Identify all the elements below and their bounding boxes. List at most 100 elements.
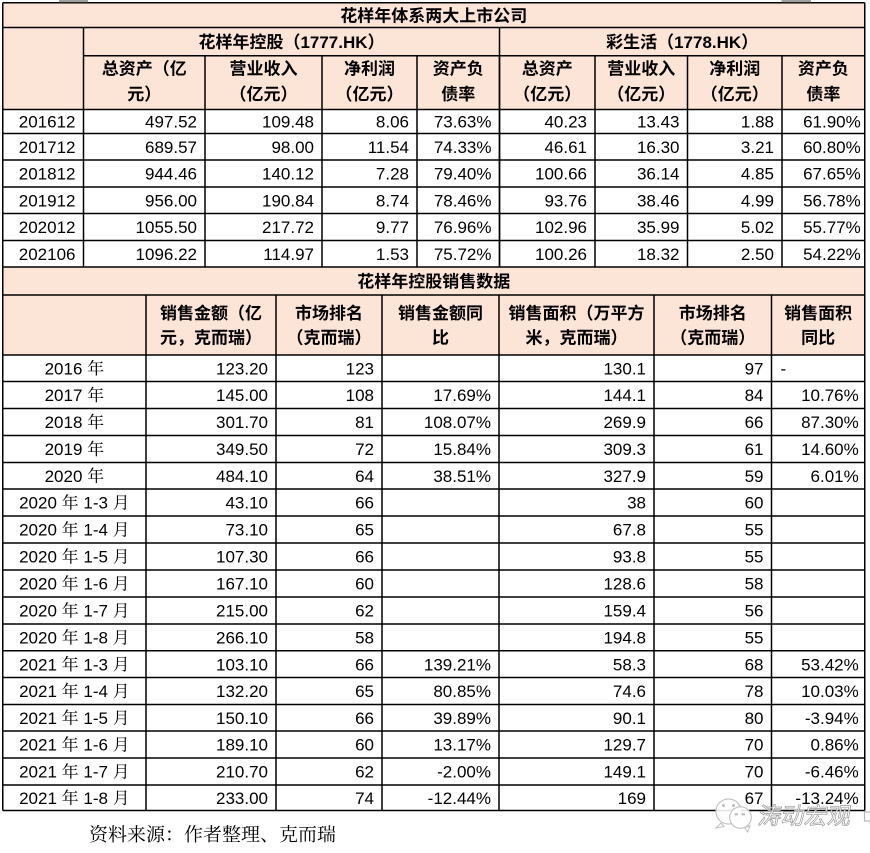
- svg-text:1-6: 1-6: [83, 736, 108, 755]
- svg-text:65: 65: [355, 682, 374, 701]
- svg-text:54.22%: 54.22%: [803, 245, 861, 264]
- svg-text:944.46: 944.46: [145, 165, 197, 184]
- svg-text:62: 62: [355, 763, 374, 782]
- svg-text:2020: 2020: [19, 521, 57, 540]
- svg-text:66: 66: [355, 494, 374, 513]
- svg-text:74.6: 74.6: [613, 682, 646, 701]
- svg-text:149.1: 149.1: [603, 763, 646, 782]
- svg-text:60: 60: [355, 736, 374, 755]
- svg-text:129.7: 129.7: [603, 736, 646, 755]
- svg-text:55: 55: [745, 629, 764, 648]
- svg-text:159.4: 159.4: [603, 602, 646, 621]
- svg-text:38.51%: 38.51%: [433, 467, 491, 486]
- svg-text:81: 81: [355, 413, 374, 432]
- svg-text:15.84%: 15.84%: [433, 440, 491, 459]
- svg-text:60: 60: [355, 575, 374, 594]
- svg-text:97: 97: [745, 359, 764, 378]
- svg-text:13.17%: 13.17%: [433, 736, 491, 755]
- svg-text:266.10: 266.10: [216, 629, 268, 648]
- svg-text:145.00: 145.00: [216, 386, 268, 405]
- svg-text:201812: 201812: [19, 165, 76, 184]
- svg-text:53.42%: 53.42%: [801, 655, 859, 674]
- svg-text:62: 62: [355, 602, 374, 621]
- svg-text:132.20: 132.20: [216, 682, 268, 701]
- svg-text:2018: 2018: [45, 413, 83, 432]
- svg-text:1-3: 1-3: [83, 655, 108, 674]
- svg-text:13.43: 13.43: [637, 113, 680, 132]
- svg-text:8.74: 8.74: [376, 191, 409, 210]
- svg-text:58.3: 58.3: [613, 655, 646, 674]
- svg-text:217.72: 217.72: [262, 218, 314, 237]
- svg-text:38.46: 38.46: [637, 191, 680, 210]
- svg-text:1-5: 1-5: [83, 548, 108, 567]
- svg-text:17.69%: 17.69%: [433, 386, 491, 405]
- svg-text:67.8: 67.8: [613, 521, 646, 540]
- svg-text:2020: 2020: [19, 575, 57, 594]
- svg-text:1778.HK: 1778.HK: [674, 33, 742, 52]
- svg-text:689.57: 689.57: [145, 138, 197, 157]
- svg-text:1.53: 1.53: [376, 245, 409, 264]
- svg-text:2020: 2020: [45, 467, 83, 486]
- svg-text:123: 123: [346, 359, 374, 378]
- svg-text:-12.44%: -12.44%: [428, 789, 491, 808]
- svg-text:107.30: 107.30: [216, 548, 268, 567]
- svg-text:956.00: 956.00: [145, 191, 197, 210]
- svg-text:-3.94%: -3.94%: [805, 709, 859, 728]
- svg-text:2019: 2019: [45, 440, 83, 459]
- svg-text:87.30%: 87.30%: [801, 413, 859, 432]
- svg-text:1-3: 1-3: [83, 494, 108, 513]
- svg-text:5.02: 5.02: [741, 218, 774, 237]
- svg-text:84: 84: [745, 386, 764, 405]
- svg-text:201712: 201712: [19, 138, 76, 157]
- svg-text:70: 70: [745, 736, 764, 755]
- svg-text:0.86%: 0.86%: [811, 736, 859, 755]
- svg-text:102.96: 102.96: [535, 218, 587, 237]
- svg-text:109.48: 109.48: [262, 113, 314, 132]
- svg-text:14.60%: 14.60%: [801, 440, 859, 459]
- svg-text:1-8: 1-8: [83, 629, 108, 648]
- svg-text:301.70: 301.70: [216, 413, 268, 432]
- svg-text:128.6: 128.6: [603, 575, 646, 594]
- svg-text:1096.22: 1096.22: [136, 245, 197, 264]
- svg-text:11.54: 11.54: [368, 138, 409, 157]
- svg-text:78.46%: 78.46%: [434, 191, 492, 210]
- svg-text:66: 66: [355, 709, 374, 728]
- svg-text:-6.46%: -6.46%: [805, 763, 859, 782]
- svg-text:39.89%: 39.89%: [433, 709, 491, 728]
- svg-text:2021: 2021: [19, 709, 57, 728]
- svg-text:100.66: 100.66: [535, 165, 587, 184]
- svg-text:9.77: 9.77: [376, 218, 409, 237]
- svg-text:93.76: 93.76: [544, 191, 587, 210]
- svg-text:56: 56: [745, 602, 764, 621]
- svg-text:100.26: 100.26: [535, 245, 587, 264]
- svg-text:1-4: 1-4: [83, 682, 108, 701]
- svg-text:3.21: 3.21: [741, 138, 774, 157]
- svg-text:1055.50: 1055.50: [136, 218, 197, 237]
- svg-text:-13.24%: -13.24%: [795, 789, 858, 808]
- svg-text:150.10: 150.10: [216, 709, 268, 728]
- svg-text:4.99: 4.99: [741, 191, 774, 210]
- svg-text:1-7: 1-7: [83, 602, 108, 621]
- svg-text:169: 169: [618, 789, 646, 808]
- svg-text:1-5: 1-5: [83, 709, 108, 728]
- svg-text:61: 61: [745, 440, 764, 459]
- svg-text:55.77%: 55.77%: [803, 218, 861, 237]
- svg-text:8.06: 8.06: [376, 113, 409, 132]
- svg-text:2020: 2020: [19, 602, 57, 621]
- svg-text:4.85: 4.85: [741, 165, 774, 184]
- svg-text:201612: 201612: [19, 113, 76, 132]
- svg-text:-2.00%: -2.00%: [437, 763, 491, 782]
- svg-text:60: 60: [745, 494, 764, 513]
- svg-text:80.85%: 80.85%: [433, 682, 491, 701]
- svg-text:2017: 2017: [45, 386, 83, 405]
- svg-text:43.10: 43.10: [225, 494, 268, 513]
- svg-text:1.88: 1.88: [741, 113, 774, 132]
- svg-text:76.96%: 76.96%: [434, 218, 492, 237]
- svg-text:2020: 2020: [19, 494, 57, 513]
- svg-text:10.03%: 10.03%: [801, 682, 859, 701]
- svg-text:73.10: 73.10: [225, 521, 268, 540]
- svg-text:189.10: 189.10: [216, 736, 268, 755]
- svg-text:2016: 2016: [45, 359, 83, 378]
- svg-text:35.99: 35.99: [637, 218, 680, 237]
- svg-text:78: 78: [745, 682, 764, 701]
